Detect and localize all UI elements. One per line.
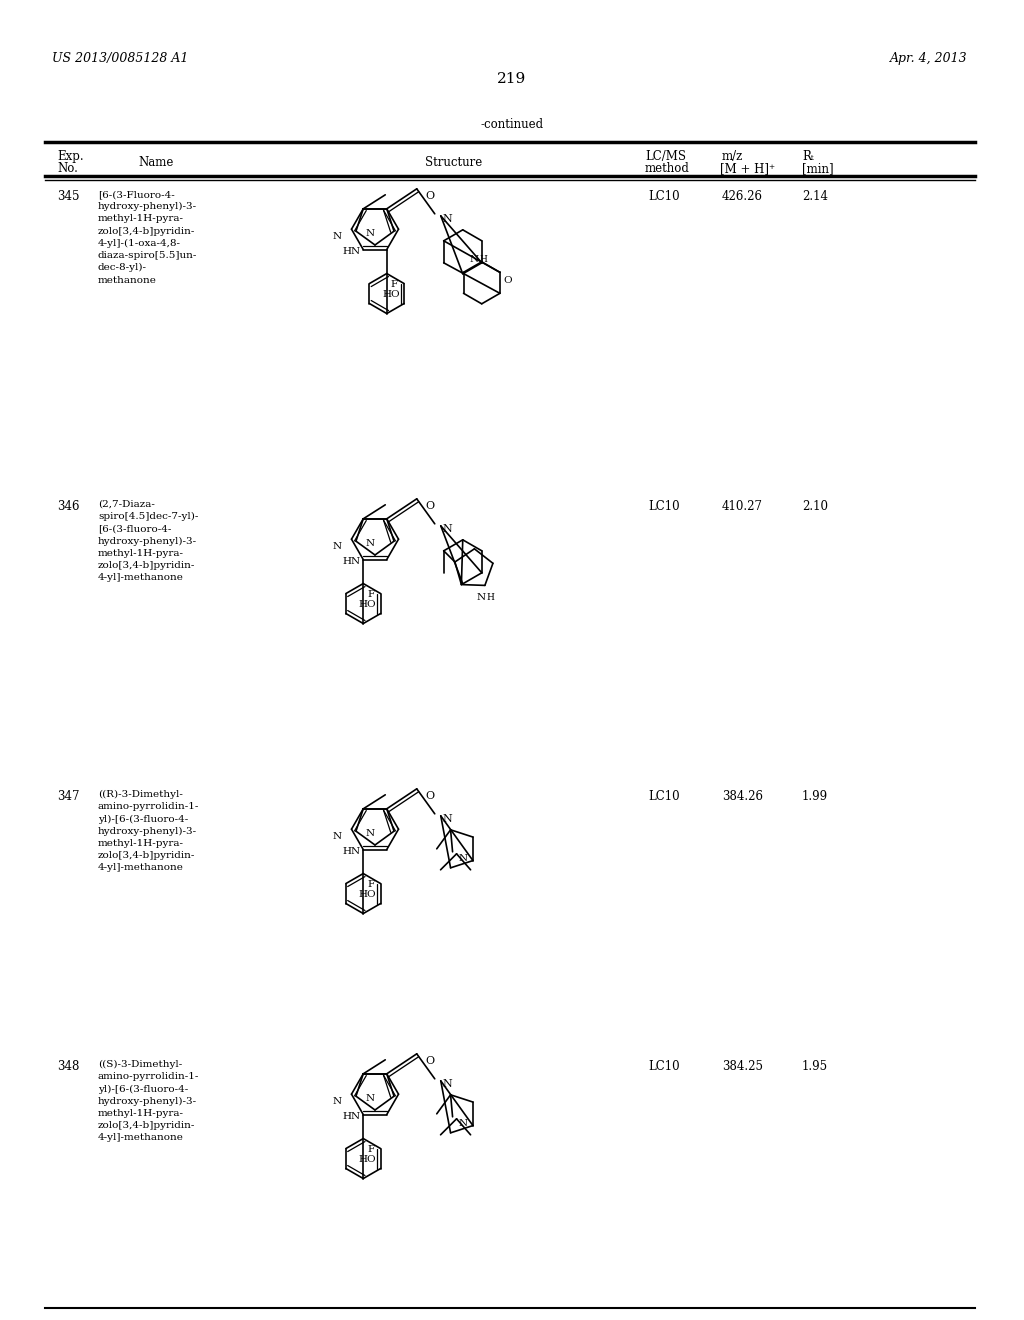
Text: N: N	[366, 829, 375, 838]
Text: [6-(3-Fluoro-4-
hydroxy-phenyl)-3-
methyl-1H-pyra-
zolo[3,4-b]pyridin-
4-yl]-(1-: [6-(3-Fluoro-4- hydroxy-phenyl)-3- methy…	[98, 190, 198, 285]
Text: HN: HN	[343, 247, 361, 256]
Text: ((S)-3-Dimethyl-
amino-pyrrolidin-1-
yl)-[6-(3-fluoro-4-
hydroxy-phenyl)-3-
meth: ((S)-3-Dimethyl- amino-pyrrolidin-1- yl)…	[98, 1060, 200, 1142]
Text: O: O	[426, 791, 435, 801]
Text: N: N	[470, 255, 479, 264]
Text: 1.99: 1.99	[802, 789, 828, 803]
Text: Structure: Structure	[425, 156, 482, 169]
Text: (2,7-Diaza-
spiro[4.5]dec-7-yl)-
[6-(3-fluoro-4-
hydroxy-phenyl)-3-
methyl-1H-py: (2,7-Diaza- spiro[4.5]dec-7-yl)- [6-(3-f…	[98, 500, 199, 582]
Text: N: N	[333, 543, 341, 552]
Text: N: N	[442, 1078, 453, 1089]
Text: N: N	[442, 524, 453, 533]
Text: F: F	[368, 879, 375, 888]
Text: LC/MS: LC/MS	[645, 150, 686, 162]
Text: 348: 348	[57, 1060, 80, 1073]
Text: N: N	[366, 230, 375, 238]
Text: HO: HO	[359, 1155, 377, 1163]
Text: US 2013/0085128 A1: US 2013/0085128 A1	[52, 51, 188, 65]
Text: 346: 346	[57, 500, 80, 513]
Text: 384.26: 384.26	[722, 789, 763, 803]
Text: 2.14: 2.14	[802, 190, 828, 203]
Text: HN: HN	[343, 847, 361, 855]
Text: 219: 219	[498, 73, 526, 86]
Text: method: method	[645, 162, 690, 176]
Text: No.: No.	[57, 162, 78, 176]
Text: HO: HO	[382, 289, 400, 298]
Text: N: N	[459, 854, 468, 863]
Text: HN: HN	[343, 557, 361, 566]
Text: N: N	[333, 1097, 341, 1106]
Text: O: O	[426, 1056, 435, 1065]
Text: 426.26: 426.26	[722, 190, 763, 203]
Text: N: N	[477, 594, 486, 602]
Text: F: F	[368, 590, 375, 598]
Text: HO: HO	[359, 599, 377, 609]
Text: F: F	[368, 1144, 375, 1154]
Text: O: O	[426, 191, 435, 201]
Text: N: N	[366, 539, 375, 548]
Text: 384.25: 384.25	[722, 1060, 763, 1073]
Text: N: N	[366, 1094, 375, 1104]
Text: [min]: [min]	[802, 162, 834, 176]
Text: N: N	[459, 1119, 468, 1127]
Text: N: N	[442, 814, 453, 824]
Text: [M + H]⁺: [M + H]⁺	[720, 162, 775, 176]
Text: Rₜ: Rₜ	[802, 150, 814, 162]
Text: O: O	[426, 500, 435, 511]
Text: 410.27: 410.27	[722, 500, 763, 513]
Text: HN: HN	[343, 1111, 361, 1121]
Text: N: N	[442, 214, 453, 224]
Text: LC10: LC10	[648, 1060, 680, 1073]
Text: 2.10: 2.10	[802, 500, 828, 513]
Text: Apr. 4, 2013: Apr. 4, 2013	[891, 51, 968, 65]
Text: H: H	[486, 594, 495, 602]
Text: 1.95: 1.95	[802, 1060, 828, 1073]
Text: Exp.: Exp.	[57, 150, 84, 162]
Text: 347: 347	[57, 789, 80, 803]
Text: LC10: LC10	[648, 789, 680, 803]
Text: Name: Name	[138, 156, 173, 169]
Text: m/z: m/z	[722, 150, 743, 162]
Text: N: N	[333, 232, 341, 242]
Text: ((R)-3-Dimethyl-
amino-pyrrolidin-1-
yl)-[6-(3-fluoro-4-
hydroxy-phenyl)-3-
meth: ((R)-3-Dimethyl- amino-pyrrolidin-1- yl)…	[98, 789, 200, 873]
Text: F: F	[391, 280, 398, 289]
Text: LC10: LC10	[648, 500, 680, 513]
Text: O: O	[503, 276, 512, 285]
Text: 345: 345	[57, 190, 80, 203]
Text: HO: HO	[359, 890, 377, 899]
Text: -continued: -continued	[480, 117, 544, 131]
Text: N: N	[333, 832, 341, 841]
Text: LC10: LC10	[648, 190, 680, 203]
Text: H: H	[479, 255, 487, 264]
